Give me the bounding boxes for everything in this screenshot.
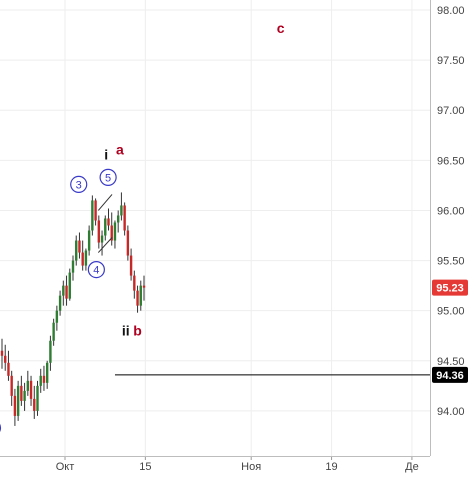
candle-body: [52, 323, 54, 341]
candle-body: [133, 276, 135, 291]
candle-body: [78, 241, 80, 253]
candle-body: [59, 296, 61, 311]
candle-body: [56, 311, 58, 323]
x-tick-label: Окт: [56, 461, 75, 473]
x-tick-label: 19: [325, 461, 337, 473]
candle-body: [46, 363, 48, 383]
candle-body: [27, 381, 29, 391]
candle-body: [10, 376, 12, 396]
candle-body: [62, 286, 64, 296]
wave-label-5: 5: [105, 172, 111, 184]
candle-body: [17, 386, 19, 416]
y-tick-label: 95.00: [437, 306, 465, 318]
candle-body: [91, 200, 93, 230]
y-tick-label: 94.00: [437, 406, 465, 418]
candle-body: [65, 286, 67, 299]
candle-body: [114, 222, 116, 240]
candle-body: [81, 253, 83, 266]
candle-body: [1, 351, 3, 356]
candle-body: [14, 396, 16, 416]
candle-body: [7, 363, 9, 376]
wave-label-ii: ii: [122, 323, 130, 339]
y-tick-label: 97.00: [437, 105, 465, 117]
candle-body: [30, 381, 32, 399]
wave-label-b: b: [133, 323, 142, 339]
candle-body: [75, 241, 77, 261]
price-tag-label: 94.36: [436, 370, 464, 382]
price-tag-label: 95.23: [436, 283, 464, 295]
candle-body: [43, 376, 45, 383]
x-tick-label: Ноя: [241, 461, 261, 473]
candle-body: [98, 220, 100, 242]
candle-body: [143, 286, 145, 288]
candle-body: [40, 376, 42, 386]
x-tick-label: 15: [139, 461, 151, 473]
candle-body: [23, 391, 25, 401]
candle-body: [123, 205, 125, 230]
candle-body: [4, 356, 6, 363]
y-tick-label: 94.50: [437, 356, 465, 368]
candle-body: [69, 273, 71, 299]
grid-lines: [0, 0, 430, 456]
candle-body: [33, 399, 35, 411]
candle-body: [140, 286, 142, 306]
candle-body: [88, 231, 90, 251]
wave-annotations: 12345iaiibc: [0, 20, 285, 436]
candle-body: [85, 251, 87, 266]
candlesticks: [1, 192, 145, 426]
wave-label-c: c: [277, 20, 285, 36]
wave-label-4: 4: [93, 265, 99, 277]
candle-body: [20, 386, 22, 401]
price-tags: 95.23 94.36: [432, 280, 468, 383]
candle-body: [101, 236, 103, 243]
candle-body: [49, 341, 51, 363]
y-tick-label: 96.50: [437, 155, 465, 167]
candle-body: [127, 231, 129, 256]
x-tick-label: Де: [405, 461, 419, 473]
wave-label-3: 3: [76, 179, 82, 191]
trendline: [98, 194, 112, 210]
candle-body: [36, 386, 38, 411]
y-tick-label: 96.00: [437, 205, 465, 217]
axes: 98.00 97.50 97.00 96.50 96.00 95.50 95.00 94.50…: [0, 0, 465, 473]
candle-body: [94, 200, 96, 220]
y-tick-label: 95.50: [437, 256, 465, 268]
candle-body: [120, 205, 122, 215]
candle-body: [107, 218, 109, 225]
candle-body: [136, 291, 138, 306]
candle-body: [117, 215, 119, 222]
wave-label-i: i: [104, 146, 108, 162]
candle-body: [130, 256, 132, 276]
y-tick-label: 97.50: [437, 55, 465, 67]
candle-body: [104, 218, 106, 235]
candle-body: [72, 261, 74, 273]
y-tick-label: 98.00: [437, 5, 465, 17]
wave-label-a: a: [116, 141, 124, 157]
